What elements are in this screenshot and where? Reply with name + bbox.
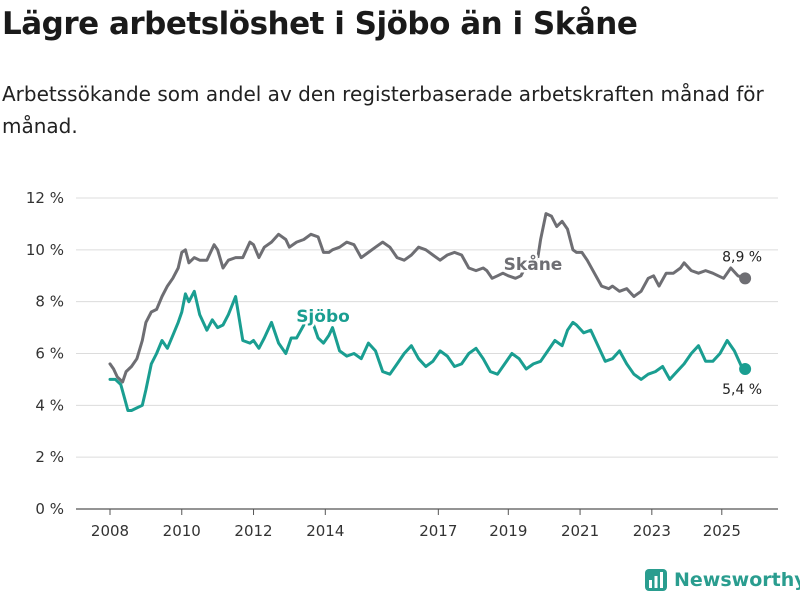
y-tick-label: 0 % <box>35 500 64 518</box>
x-tick-label: 2014 <box>306 522 344 540</box>
y-tick-label: 10 % <box>26 241 64 259</box>
grid-lines <box>76 197 778 510</box>
series-end-point <box>739 272 752 285</box>
series-label-sjobo: Sjöbo <box>296 307 350 327</box>
x-tick-label: 2021 <box>561 522 599 540</box>
series-end-label: 5,4 % <box>722 382 762 398</box>
chart-subtitle: Arbetssökande som andel av den registerb… <box>2 82 764 138</box>
y-tick-label: 4 % <box>35 396 64 414</box>
x-axis: 2008 2010 2012 2014 2017 2019 2021 2023 2025 <box>91 509 741 540</box>
newsworthy-logo: Newsworthy <box>644 568 800 592</box>
brand-name: Newsworthy <box>674 569 800 591</box>
y-tick-label: 6 % <box>35 345 64 363</box>
x-tick-label: 2017 <box>419 522 457 540</box>
x-tick-label: 2010 <box>163 522 201 540</box>
x-tick-label: 2012 <box>234 522 272 540</box>
series-label-skane: Skåne <box>504 253 563 275</box>
y-axis-ticks: 0 % 2 % 4 % 6 % 8 % 10 % 12 % <box>26 189 64 518</box>
series-lines <box>108 212 752 412</box>
y-tick-label: 2 % <box>35 448 64 466</box>
series-end-label: 8,9 % <box>722 249 762 265</box>
x-tick-label: 2023 <box>633 522 671 540</box>
x-tick-label: 2019 <box>489 522 527 540</box>
series-line-sjöbo <box>108 289 747 412</box>
chart-title: Lägre arbetslöshet i Sjöbo än i Skåne <box>2 6 638 42</box>
y-tick-label: 12 % <box>26 189 64 207</box>
series-end-point <box>739 363 752 376</box>
x-tick-label: 2025 <box>703 522 741 540</box>
series-line-skåne <box>108 212 747 384</box>
x-tick-label: 2008 <box>91 522 129 540</box>
y-tick-label: 8 % <box>35 293 64 311</box>
newsworthy-logo-icon <box>645 569 667 591</box>
series-labels: 8,9 % 5,4 % Skåne Sjöbo <box>294 249 762 398</box>
